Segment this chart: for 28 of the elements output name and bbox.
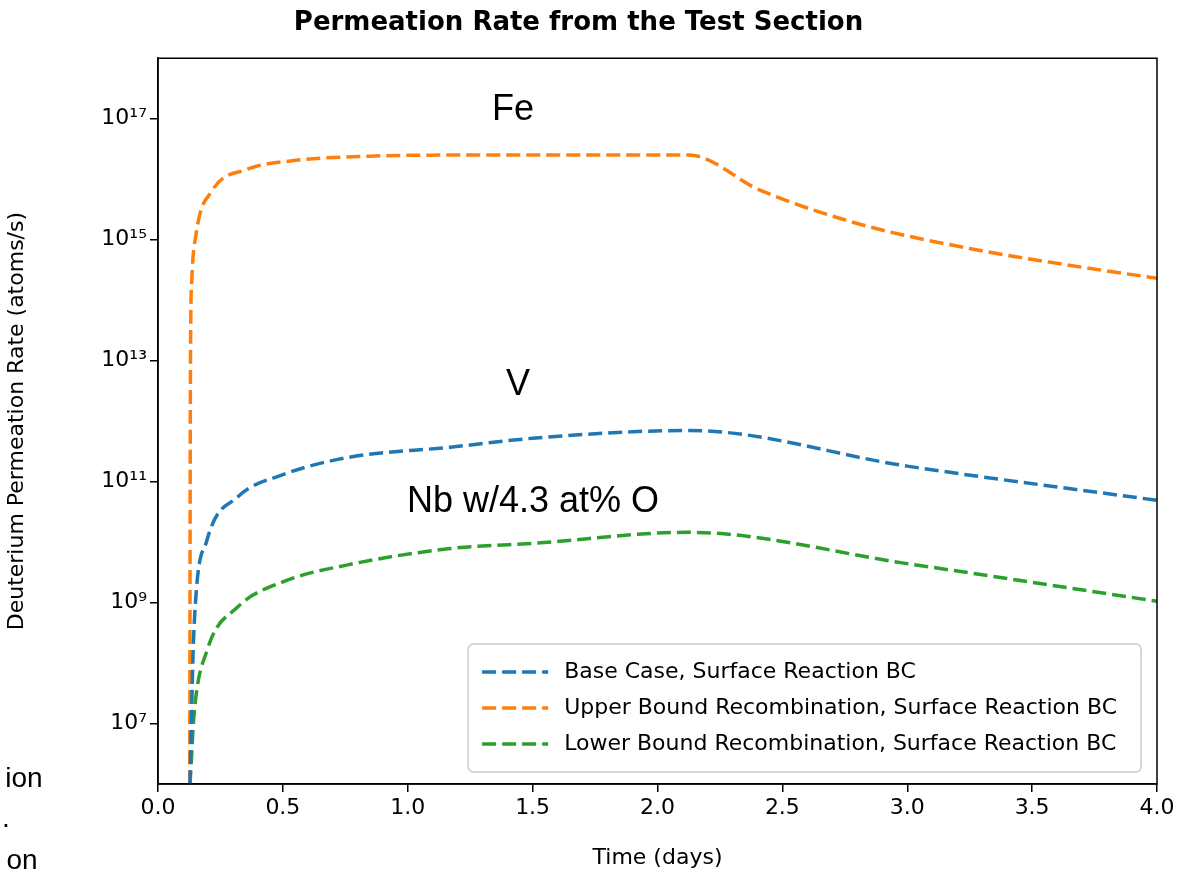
- x-tick-label: 2.0: [640, 793, 675, 819]
- x-tick-label: 3.0: [889, 793, 925, 819]
- y-tick-label: 10⁹: [110, 588, 147, 614]
- annotation: Nb w/4.3 at% O: [406, 479, 660, 520]
- legend-label: Base Case, Surface Reaction BC: [564, 657, 916, 683]
- legend-label: Lower Bound Recombination, Surface Reaction BC: [564, 729, 1117, 755]
- y-axis-title: Deuterium Permeation Rate (atoms/s): [2, 211, 28, 631]
- y-tick-label: 10¹⁷: [101, 104, 147, 130]
- text: .: [2, 802, 10, 833]
- line-series: [188, 428, 1157, 784]
- text: on: [6, 844, 38, 873]
- x-tick-label: 0.5: [265, 793, 301, 819]
- text: ion: [5, 762, 43, 793]
- annotation: V: [505, 362, 531, 403]
- x-tick-label: 0.0: [140, 793, 176, 819]
- annotation: Fe: [491, 87, 535, 128]
- y-tick-label: 10¹¹: [101, 467, 147, 493]
- x-axis-title: Time (days): [591, 843, 723, 869]
- x-tick-label: 2.5: [764, 793, 800, 819]
- y-tick-label: 10⁷: [110, 709, 147, 735]
- legend-label: Upper Bound Recombination, Surface Reaction BC: [564, 693, 1118, 719]
- x-tick-label: 3.5: [1014, 793, 1050, 819]
- chart-title: Permeation Rate from the Test Section: [293, 6, 864, 37]
- y-tick-label: 10¹⁵: [101, 225, 147, 251]
- x-tick-label: 1.0: [390, 793, 426, 819]
- x-tick-label: 1.5: [515, 793, 551, 819]
- x-tick-label: 4.0: [1139, 793, 1175, 819]
- y-tick-label: 10¹³: [101, 346, 147, 372]
